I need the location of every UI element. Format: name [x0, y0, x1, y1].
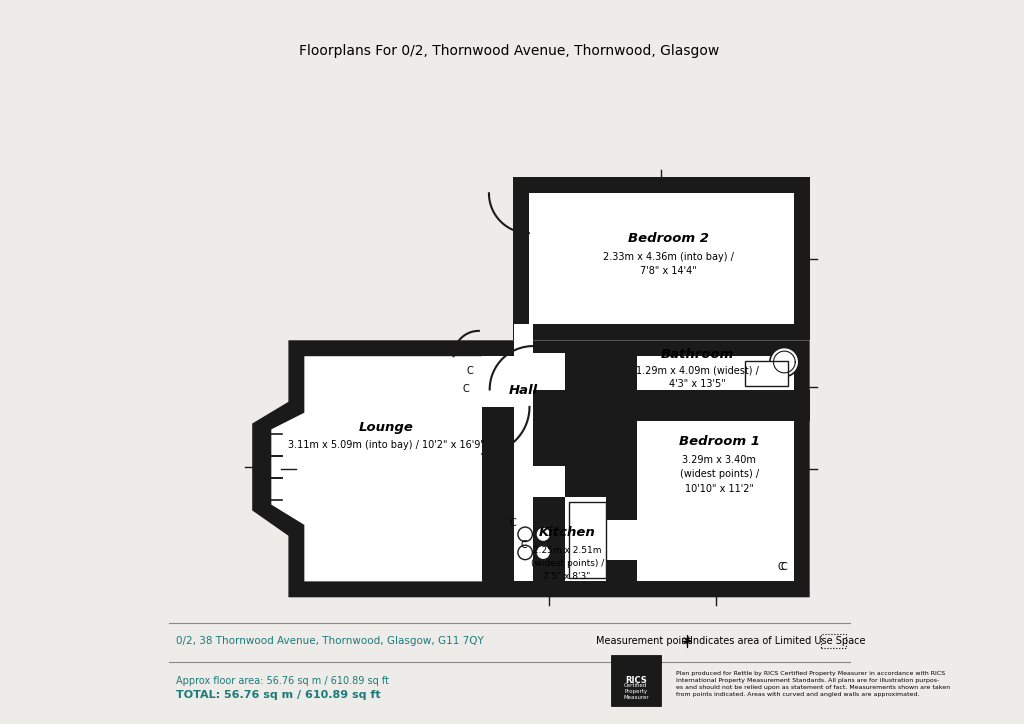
Bar [514, 324, 534, 356]
Polygon shape [637, 356, 794, 390]
Polygon shape [637, 421, 794, 581]
Text: Indicates area of Limited Use Space: Indicates area of Limited Use Space [690, 636, 865, 646]
Text: (widest points) /: (widest points) / [530, 559, 604, 568]
Text: C: C [781, 562, 787, 572]
Text: 7'5" x 8'3": 7'5" x 8'3" [544, 572, 591, 581]
Bar [820, 634, 846, 648]
Bar [482, 356, 514, 407]
Text: RICS: RICS [625, 676, 647, 685]
Text: C: C [777, 562, 784, 572]
Bar [482, 356, 514, 581]
Text: 3.11m x 5.09m (into bay) / 10'2" x 16'9": 3.11m x 5.09m (into bay) / 10'2" x 16'9" [288, 440, 484, 450]
Text: 3.29m x 3.40m: 3.29m x 3.40m [682, 455, 756, 465]
Bar [534, 353, 565, 390]
Polygon shape [252, 340, 810, 597]
Circle shape [536, 527, 551, 542]
Bar [534, 356, 565, 581]
Text: Kitchen: Kitchen [539, 526, 596, 539]
Text: Lounge: Lounge [358, 421, 414, 434]
Text: 4'3" x 13'5": 4'3" x 13'5" [669, 379, 726, 389]
Bar [605, 520, 637, 560]
Text: 2.25m x 2.51m: 2.25m x 2.51m [532, 546, 601, 555]
Text: 1.29m x 4.09m (widest) /: 1.29m x 4.09m (widest) / [636, 366, 759, 376]
Bar [605, 356, 637, 581]
Text: Approx floor area: 56.76 sq m / 610.89 sq ft: Approx floor area: 56.76 sq m / 610.89 s… [176, 675, 389, 686]
Circle shape [518, 545, 532, 560]
Text: Certified
Property
Measurer: Certified Property Measurer [624, 683, 649, 699]
Polygon shape [514, 497, 605, 581]
Text: TOTAL: 56.76 sq m / 610.89 sq ft: TOTAL: 56.76 sq m / 610.89 sq ft [176, 690, 381, 700]
Text: Measurement point: Measurement point [596, 636, 691, 646]
Polygon shape [513, 177, 810, 340]
Bar [605, 390, 810, 421]
Text: 7'8" x 14'4": 7'8" x 14'4" [640, 266, 697, 277]
Bar [610, 655, 662, 706]
Polygon shape [271, 356, 482, 581]
Text: C: C [520, 540, 527, 550]
Text: Bedroom 1: Bedroom 1 [679, 435, 760, 448]
Text: Plan produced for Rettle by RICS Certified Property Measurer in accordance with : Plan produced for Rettle by RICS Certifi… [676, 671, 950, 697]
Text: Hall: Hall [509, 384, 539, 397]
Polygon shape [528, 193, 794, 324]
Circle shape [770, 348, 799, 376]
Text: 2.33m x 4.36m (into bay) /: 2.33m x 4.36m (into bay) / [603, 252, 734, 262]
Circle shape [518, 527, 532, 542]
Text: 0/2, 38 Thornwood Avenue, Thornwood, Glasgow, G11 7QY: 0/2, 38 Thornwood Avenue, Thornwood, Gla… [176, 636, 484, 646]
Text: C: C [466, 366, 473, 376]
Text: Bathroom: Bathroom [660, 348, 734, 361]
Bar [482, 466, 565, 497]
Text: Floorplans For 0/2, Thornwood Avenue, Thornwood, Glasgow: Floorplans For 0/2, Thornwood Avenue, Th… [299, 43, 719, 58]
Bar [569, 502, 605, 578]
Circle shape [536, 545, 551, 560]
Polygon shape [514, 356, 534, 466]
Text: Bedroom 2: Bedroom 2 [628, 232, 709, 245]
Text: C: C [510, 518, 516, 529]
Text: (widest points) /: (widest points) / [680, 469, 759, 479]
Text: C: C [463, 384, 469, 394]
Text: 10'10" x 11'2": 10'10" x 11'2" [685, 484, 754, 494]
Bar [514, 466, 565, 497]
Bar [744, 361, 787, 386]
